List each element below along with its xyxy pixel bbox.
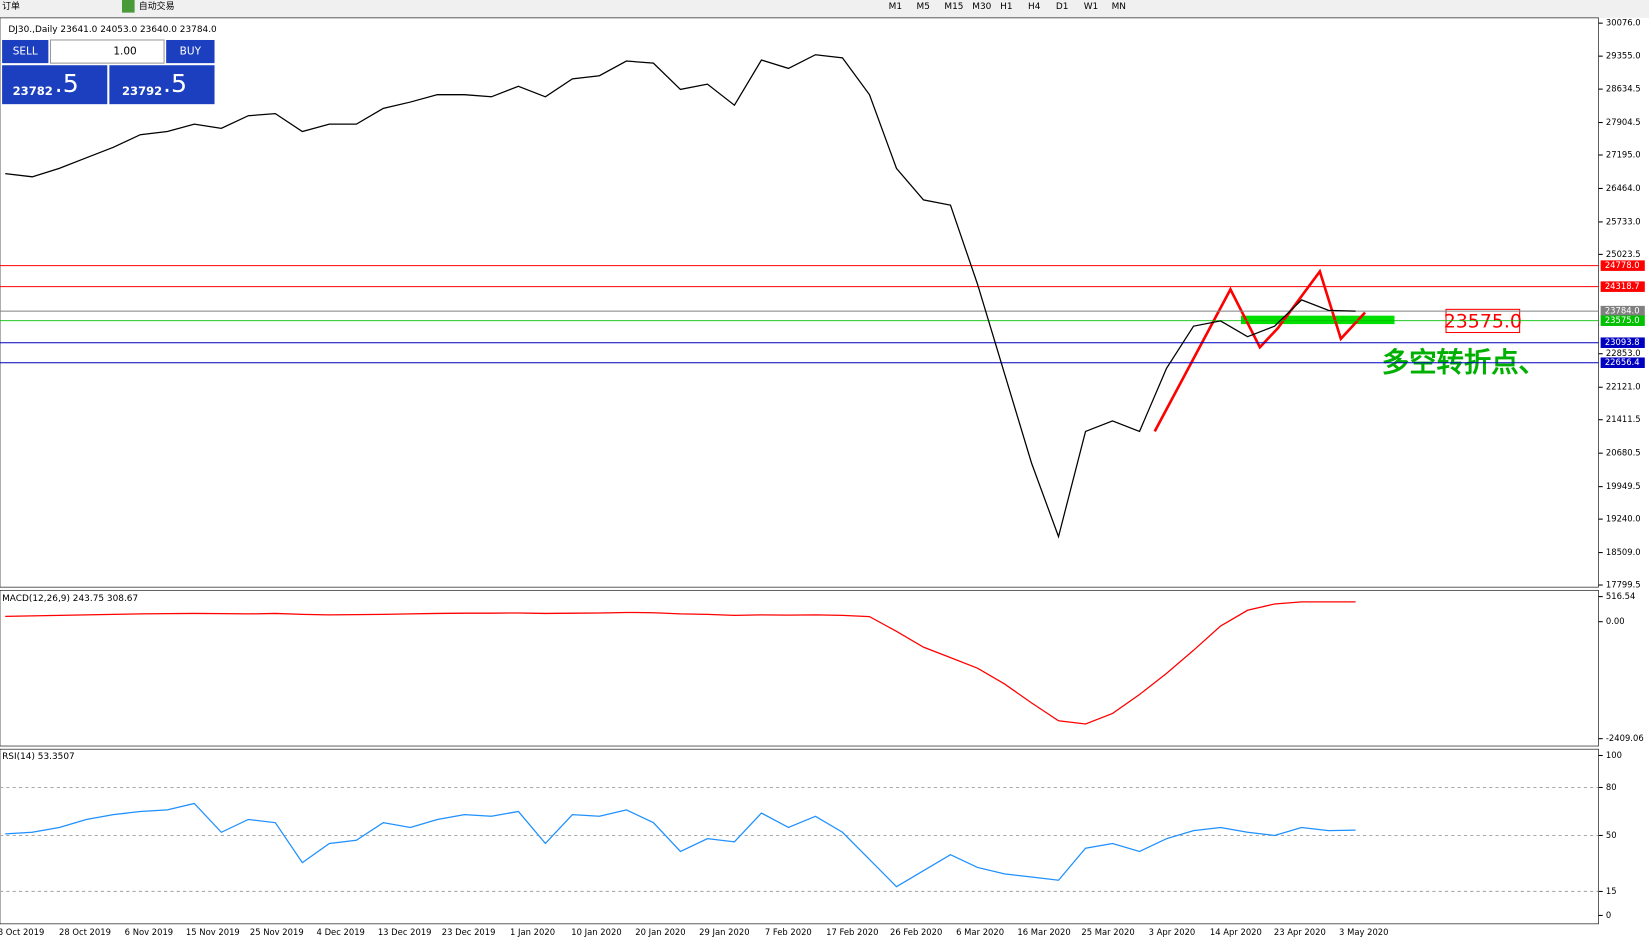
y-tick-label: 22853.0 xyxy=(1606,348,1641,358)
sell-label: SELL xyxy=(13,46,38,58)
x-tick-label: 29 Jan 2020 xyxy=(699,927,749,937)
timeframe[interactable]: MN xyxy=(1112,2,1126,12)
y-tick-label: 516.54 xyxy=(1606,591,1635,601)
x-tick-label: 6 Nov 2019 xyxy=(125,927,173,937)
y-tick-label: 19949.5 xyxy=(1606,481,1641,491)
x-tick-label: 15 Nov 2019 xyxy=(186,927,240,937)
x-tick-label: 25 Nov 2019 xyxy=(250,927,304,937)
timeframe[interactable]: H1 xyxy=(1000,2,1012,12)
toolbar-item[interactable]: 订单 xyxy=(2,0,20,12)
x-tick-label: 20 Jan 2020 xyxy=(635,927,685,937)
x-tick-label: 25 Mar 2020 xyxy=(1081,927,1134,937)
y-tick-label: 0 xyxy=(1606,910,1611,920)
price-level-label: 23575.0 xyxy=(1605,315,1640,325)
y-tick-label: 25733.0 xyxy=(1606,216,1641,226)
y-tick-label: 25023.5 xyxy=(1606,249,1641,259)
y-tick-label: 17799.5 xyxy=(1606,580,1641,590)
y-tick-label: 80 xyxy=(1606,782,1617,792)
price-level-tag xyxy=(1600,315,1645,326)
x-tick-label: 4 Dec 2019 xyxy=(317,927,365,937)
price-annotation: 23575.0 xyxy=(1444,310,1522,332)
x-tick-label: 28 Oct 2019 xyxy=(59,927,111,937)
sell-button[interactable] xyxy=(2,39,49,64)
timeframe[interactable]: M5 xyxy=(917,2,930,12)
symbol-info: DJ30.,Daily 23641.0 24053.0 23640.0 2378… xyxy=(8,25,217,35)
y-tick-label: 0.00 xyxy=(1606,616,1625,626)
price-level-label: 24318.7 xyxy=(1605,281,1640,291)
x-tick-label: 6 Mar 2020 xyxy=(956,927,1004,937)
timeframe[interactable]: M30 xyxy=(972,2,991,12)
timeframe[interactable]: M1 xyxy=(889,2,902,12)
rsi-line xyxy=(5,802,1356,888)
x-tick-label: 10 Jan 2020 xyxy=(571,927,621,937)
x-tick-label: 14 Apr 2020 xyxy=(1210,927,1262,937)
y-tick-label: 18509.0 xyxy=(1606,547,1641,557)
x-tick-label: 23 Dec 2019 xyxy=(442,927,496,937)
y-tick-label: 27195.0 xyxy=(1606,150,1641,160)
timeframe[interactable]: W1 xyxy=(1084,2,1099,12)
buy-price: 23792 xyxy=(122,84,162,98)
y-tick-label: 26464.0 xyxy=(1606,183,1641,193)
toolbar xyxy=(0,0,1649,18)
price-level-label: 23093.8 xyxy=(1605,337,1640,347)
sell-fraction: .5 xyxy=(55,69,79,98)
trade-panel: SELL 1.00 BUY 23782 .5 23792 .5 xyxy=(2,39,215,105)
macd-label: MACD(12,26,9) 243.75 308.67 xyxy=(2,594,138,604)
autotrade-icon xyxy=(121,0,135,13)
close-line xyxy=(5,54,1356,539)
macd-signal xyxy=(5,601,1356,725)
x-tick-label: 1 Jan 2020 xyxy=(510,927,555,937)
macd-panel xyxy=(0,589,1599,747)
volume-box[interactable] xyxy=(49,39,165,64)
price-level-label: 22656.4 xyxy=(1605,357,1640,367)
y-tick-label: 100 xyxy=(1606,750,1622,760)
y-tick-label: 21411.5 xyxy=(1606,414,1641,424)
x-tick-label: 26 Feb 2020 xyxy=(890,927,942,937)
y-tick-label: 50 xyxy=(1606,830,1617,840)
x-tick-label: 7 Feb 2020 xyxy=(765,927,812,937)
y-tick-label: 30076.0 xyxy=(1606,18,1641,28)
timeframe[interactable]: H4 xyxy=(1028,2,1041,12)
x-tick-label: 17 Feb 2020 xyxy=(826,927,878,937)
sell-price: 23782 xyxy=(13,84,53,98)
x-tick-label: 8 Oct 2019 xyxy=(0,927,44,937)
timeframe[interactable]: M15 xyxy=(944,2,963,12)
price-level-tag xyxy=(1600,305,1645,317)
y-tick-label: 29355.0 xyxy=(1606,51,1641,61)
price-level-tag xyxy=(1600,357,1645,368)
x-tick-label: 3 May 2020 xyxy=(1339,927,1388,937)
buy-button[interactable] xyxy=(166,39,215,64)
x-tick-label: 13 Dec 2019 xyxy=(378,927,432,937)
price-level-label: 24778.0 xyxy=(1605,260,1640,270)
support-zone xyxy=(1240,315,1395,325)
price-level-tag xyxy=(1600,281,1645,292)
sell-price-box[interactable] xyxy=(2,65,108,105)
rsi-panel xyxy=(0,748,1599,925)
x-tick-label: 16 Mar 2020 xyxy=(1017,927,1070,937)
y-tick-label: 19240.0 xyxy=(1606,514,1641,524)
rsi-label: RSI(14) 53.3507 xyxy=(2,752,75,762)
trend-arrows xyxy=(1153,268,1367,433)
toolbar-item[interactable]: 自动交易 xyxy=(139,0,175,12)
price-level-tag xyxy=(1600,260,1645,271)
buy-fraction: .5 xyxy=(163,69,187,98)
y-tick-label: 27904.5 xyxy=(1606,117,1641,127)
y-tick-label: -2409.06 xyxy=(1606,733,1644,743)
price-panel xyxy=(0,17,1599,588)
y-tick-label: 15 xyxy=(1606,886,1617,896)
x-tick-label: 23 Apr 2020 xyxy=(1274,927,1326,937)
buy-price-box[interactable] xyxy=(109,65,215,105)
volume: 1.00 xyxy=(113,46,136,58)
price-level-label: 23784.0 xyxy=(1605,306,1640,316)
price-level-tag xyxy=(1600,337,1645,348)
buy-label: BUY xyxy=(180,46,202,58)
y-tick-label: 22121.0 xyxy=(1606,382,1641,392)
x-tick-label: 3 Apr 2020 xyxy=(1149,927,1196,937)
y-tick-label: 28634.5 xyxy=(1606,84,1641,94)
y-tick-label: 20680.5 xyxy=(1606,448,1641,458)
timeframe[interactable]: D1 xyxy=(1056,2,1069,12)
